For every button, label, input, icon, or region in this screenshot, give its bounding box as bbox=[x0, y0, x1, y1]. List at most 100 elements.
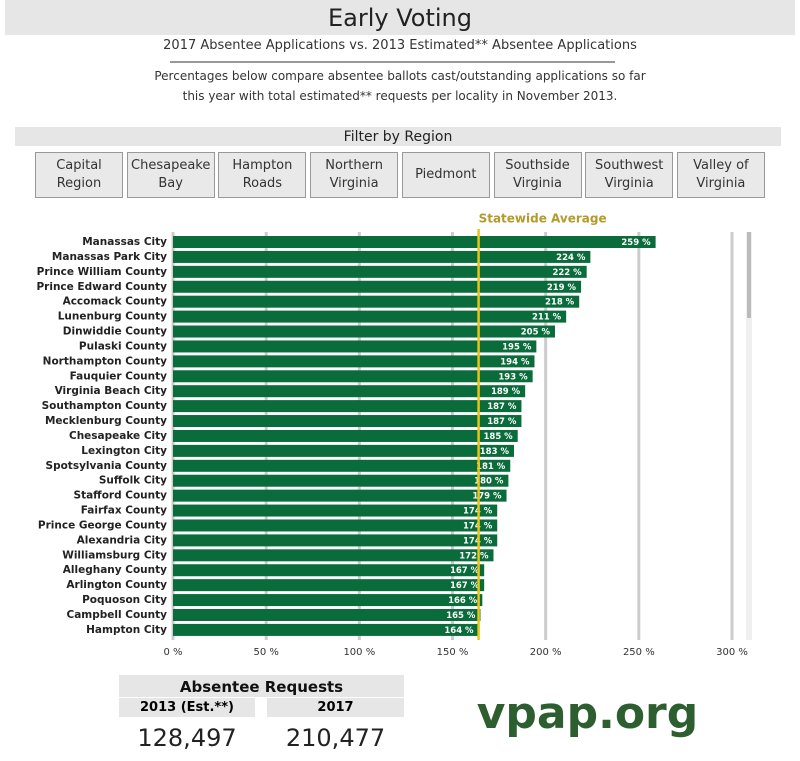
requests-value: 210,477 bbox=[285, 724, 386, 752]
value-label: 185 % bbox=[483, 432, 513, 442]
scrollbar-thumb[interactable] bbox=[747, 232, 751, 318]
bar bbox=[173, 623, 479, 636]
value-label: 218 % bbox=[545, 298, 575, 308]
logo: vpap.org bbox=[476, 688, 699, 739]
filter-title: Filter by Region bbox=[15, 127, 781, 146]
bar bbox=[173, 609, 481, 621]
y-tick-label: Campbell County bbox=[67, 609, 168, 621]
value-label: 222 % bbox=[552, 268, 582, 278]
bar bbox=[173, 355, 535, 368]
x-tick-label: 100 % bbox=[343, 647, 375, 658]
bar bbox=[173, 236, 656, 248]
filter-button[interactable]: Chesapeake Bay bbox=[126, 152, 215, 198]
bar bbox=[173, 340, 537, 353]
bar bbox=[173, 474, 509, 487]
value-label: 194 % bbox=[500, 357, 530, 367]
y-tick-label: Poquoson City bbox=[82, 594, 167, 606]
bar bbox=[173, 534, 498, 547]
bar bbox=[173, 400, 522, 413]
x-tick-label: 300 % bbox=[716, 647, 748, 658]
bar bbox=[173, 250, 591, 263]
subtitle: 2017 Absentee Applications vs. 2013 Esti… bbox=[163, 38, 637, 53]
value-label: 167 % bbox=[450, 566, 480, 576]
y-tick-label: Prince William County bbox=[37, 266, 167, 278]
bar bbox=[173, 594, 483, 607]
value-label: 179 % bbox=[472, 492, 502, 502]
scrollbar-track bbox=[746, 232, 752, 640]
y-tick-label: Accomack County bbox=[63, 296, 168, 308]
y-tick-label: Dinwiddie County bbox=[63, 326, 167, 338]
value-label: 165 % bbox=[446, 611, 476, 621]
value-label: 172 % bbox=[459, 551, 489, 561]
y-tick-label: Mecklenburg County bbox=[45, 415, 167, 427]
y-tick-label: Fauquier County bbox=[70, 370, 168, 382]
value-label: 187 % bbox=[487, 402, 517, 412]
y-tick-label: Manassas Park City bbox=[52, 251, 167, 263]
x-tick-label: 200 % bbox=[530, 647, 562, 658]
filter-button[interactable]: Northern Virginia bbox=[310, 152, 399, 198]
y-tick-label: Lunenburg County bbox=[58, 311, 167, 323]
y-tick-label: Chesapeake City bbox=[69, 430, 167, 442]
y-tick-label: Virginia Beach City bbox=[55, 385, 168, 397]
y-tick-label: Alleghany County bbox=[63, 564, 167, 576]
bar bbox=[173, 310, 567, 323]
filter-button[interactable]: Valley of Virginia bbox=[676, 152, 765, 198]
value-label: 193 % bbox=[498, 372, 528, 382]
bar bbox=[173, 429, 518, 442]
y-tick-label: Prince Edward County bbox=[36, 281, 167, 293]
description-line: this year with total estimated** request… bbox=[182, 89, 618, 103]
value-label: 181 % bbox=[476, 462, 506, 472]
chart: 0 % 50 % 100 % 150 % 200 % 250 % 300 % Manassas… bbox=[36, 212, 752, 658]
filter-button[interactable]: Southside Virginia bbox=[493, 152, 582, 198]
y-tick-label: Manassas City bbox=[82, 236, 167, 248]
bar bbox=[173, 295, 580, 308]
y-tick-label: Prince George County bbox=[38, 519, 167, 531]
value-label: 164 % bbox=[444, 626, 474, 636]
value-label: 189 % bbox=[491, 387, 521, 397]
requests-column: 2013 (Est.**) bbox=[119, 698, 255, 717]
y-tick-label: Northampton County bbox=[43, 355, 167, 367]
average-label: Statewide Average bbox=[479, 212, 607, 226]
y-tick-label: Hampton City bbox=[86, 624, 167, 636]
value-label: 167 % bbox=[450, 581, 480, 591]
y-tick-label: Williamsburg City bbox=[62, 549, 167, 561]
bar bbox=[173, 444, 514, 457]
bar bbox=[173, 504, 498, 517]
bar bbox=[173, 325, 555, 338]
y-tick-label: Arlington County bbox=[66, 579, 167, 591]
value-label: 166 % bbox=[448, 596, 478, 606]
value-label: 205 % bbox=[521, 328, 551, 338]
bar bbox=[173, 579, 485, 592]
bar bbox=[173, 370, 533, 383]
value-label: 187 % bbox=[487, 417, 517, 427]
y-tick-label: Fairfax County bbox=[81, 505, 167, 517]
y-tick-label: Lexington City bbox=[81, 445, 167, 457]
x-tick-label: 250 % bbox=[623, 647, 655, 658]
requests-value: 128,497 bbox=[137, 724, 237, 752]
y-tick-label: Southampton County bbox=[42, 400, 168, 412]
filter-button[interactable]: Capital Region bbox=[35, 152, 123, 198]
y-tick-label: Pulaski County bbox=[79, 340, 167, 352]
requests-column: 2017 bbox=[267, 698, 404, 717]
filter-button[interactable]: Hampton Roads bbox=[218, 152, 307, 198]
description-line: Percentages below compare absentee ballo… bbox=[154, 69, 646, 83]
value-label: 195 % bbox=[502, 342, 532, 352]
value-label: 224 % bbox=[556, 253, 586, 263]
title: Early Voting bbox=[5, 0, 795, 35]
value-label: 259 % bbox=[621, 238, 651, 248]
bar bbox=[173, 549, 494, 562]
bar bbox=[173, 385, 526, 398]
x-tick-label: 50 % bbox=[253, 647, 278, 658]
bar bbox=[173, 564, 485, 577]
x-tick-label: 150 % bbox=[437, 647, 469, 658]
bar bbox=[173, 265, 587, 278]
bar bbox=[173, 489, 507, 502]
y-tick-label: Alexandria City bbox=[77, 534, 168, 546]
x-tick-label: 0 % bbox=[163, 647, 182, 658]
bar bbox=[173, 519, 498, 532]
value-label: 211 % bbox=[532, 313, 562, 323]
y-tick-label: Stafford County bbox=[74, 490, 168, 502]
filter-button[interactable]: Southwest Virginia bbox=[585, 152, 674, 198]
filter-button[interactable]: Piedmont bbox=[401, 152, 490, 198]
